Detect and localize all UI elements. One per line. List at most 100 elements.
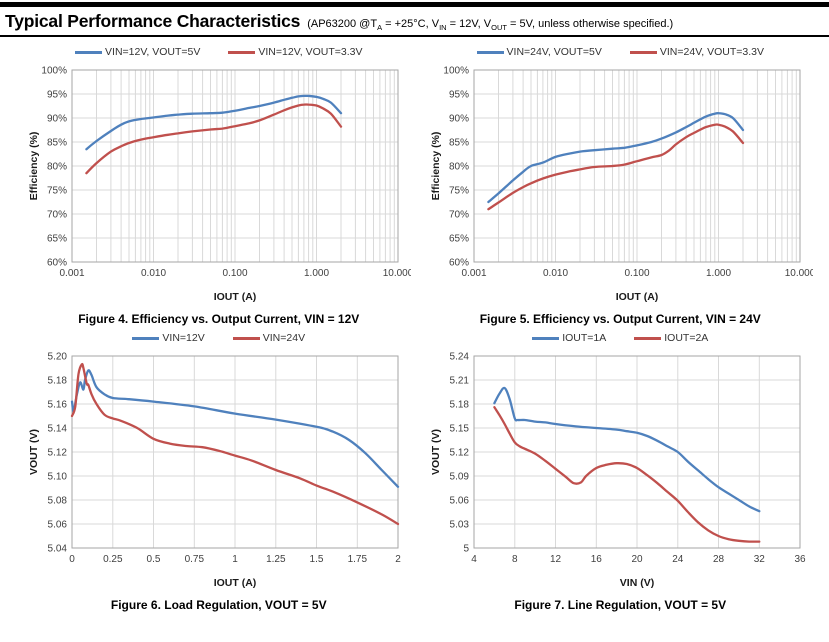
svg-text:5.06: 5.06	[48, 520, 68, 531]
figure-5: VIN=24V, VOUT=5V VIN=24V, VOUT=3.3V 60% 65…	[428, 42, 814, 326]
y-axis-title: VOUT (V)	[430, 429, 442, 475]
figure-4-legend: VIN=12V, VOUT=5V VIN=12V, VOUT=3.3V	[75, 42, 362, 62]
svg-text:5.08: 5.08	[48, 496, 68, 507]
subscript-ta: A	[377, 23, 383, 33]
figure-7: IOUT=1A IOUT=2A 5 5.03 5.06 5.09 5.12 5.15 5.18…	[428, 328, 814, 612]
legend-label: VIN=24V, VOUT=5V	[506, 46, 602, 59]
svg-text:1.25: 1.25	[266, 554, 286, 565]
svg-text:0.001: 0.001	[461, 268, 486, 279]
legend-item: VIN=24V, VOUT=5V	[476, 46, 602, 59]
svg-text:80%: 80%	[449, 162, 469, 173]
figure-5-chart: 60% 65% 70% 75% 80% 85% 90% 95% 100% 0.001 0.010 0.…	[430, 66, 813, 304]
svg-text:0.010: 0.010	[543, 268, 568, 279]
legend-label: IOUT=2A	[664, 332, 709, 345]
svg-text:100%: 100%	[42, 66, 68, 77]
subtitle-text: = +25°C, V	[382, 18, 440, 30]
svg-text:20: 20	[631, 554, 643, 565]
svg-text:0.5: 0.5	[147, 554, 161, 565]
legend-item: VIN=12V, VOUT=5V	[75, 46, 200, 58]
tick-labels: 60% 65% 70% 75% 80% 85% 90% 95% 100% 0.001 0.010 0.…	[443, 66, 813, 280]
plot-border	[71, 355, 399, 549]
gridlines	[473, 355, 801, 549]
charts-grid: VIN=12V, VOUT=5V VIN=12V, VOUT=3.3V 60% 65…	[0, 37, 829, 612]
plot-border	[473, 355, 801, 549]
svg-text:5.06: 5.06	[449, 496, 469, 507]
figure-6-legend: VIN=12V VIN=24V	[132, 328, 305, 348]
legend-line-swatch	[75, 50, 103, 54]
svg-text:0: 0	[69, 554, 75, 565]
svg-text:36: 36	[794, 554, 806, 565]
series-curve-1	[487, 123, 744, 211]
x-axis-title: IOUT (A)	[615, 291, 658, 303]
series-curve-0	[71, 369, 400, 489]
gridlines	[71, 355, 399, 549]
page-header: Typical Performance Characteristics (AP6…	[0, 2, 829, 38]
svg-text:2: 2	[395, 554, 401, 565]
legend-item: VIN=24V, VOUT=3.3V	[629, 46, 764, 58]
svg-text:85%: 85%	[449, 138, 469, 149]
svg-text:10.000: 10.000	[383, 268, 411, 279]
svg-text:28: 28	[713, 554, 725, 565]
figure-7-caption: Figure 7. Line Regulation, VOUT = 5V	[514, 598, 727, 613]
svg-text:5.18: 5.18	[449, 400, 469, 411]
legend-line-swatch	[132, 336, 160, 340]
svg-text:80%: 80%	[47, 162, 67, 173]
x-axis-title: IOUT (A)	[214, 577, 257, 589]
svg-text:8: 8	[512, 554, 518, 565]
svg-text:0.100: 0.100	[624, 268, 649, 279]
y-axis-title: Efficiency (%)	[28, 132, 40, 201]
svg-text:32: 32	[753, 554, 765, 565]
legend-line-swatch	[634, 336, 662, 340]
gridlines	[71, 69, 399, 263]
plot-border	[71, 69, 399, 263]
legend-label: VIN=12V, VOUT=3.3V	[258, 46, 363, 59]
svg-text:95%: 95%	[449, 90, 469, 101]
figure-6: VIN=12V VIN=24V 5.04 5.06 5.08 5.10 5.12 5.14 5…	[26, 328, 412, 612]
svg-text:5.20: 5.20	[48, 352, 68, 363]
figure-4: VIN=12V, VOUT=5V VIN=12V, VOUT=3.3V 60% 65…	[26, 42, 412, 326]
y-axis-title: Efficiency (%)	[430, 132, 442, 201]
svg-text:90%: 90%	[449, 114, 469, 125]
subtitle-text: (AP63200 @T	[307, 18, 378, 30]
legend-line-swatch	[532, 336, 560, 340]
svg-text:0.75: 0.75	[185, 554, 205, 565]
figure-4-chart: 60% 65% 70% 75% 80% 85% 90% 95% 100% 0.001 0.010 0.…	[28, 66, 411, 304]
legend-item: VIN=24V	[232, 332, 306, 345]
svg-text:90%: 90%	[47, 114, 67, 125]
legend-label: IOUT=1A	[562, 332, 607, 345]
svg-text:5.03: 5.03	[449, 520, 469, 531]
svg-text:5.16: 5.16	[48, 400, 68, 411]
svg-text:1.000: 1.000	[304, 268, 329, 279]
svg-text:5.12: 5.12	[48, 448, 68, 459]
tick-labels: 5.04 5.06 5.08 5.10 5.12 5.14 5.16 5.18 5.20 0 0.2…	[48, 352, 402, 566]
series-curve-1	[493, 406, 761, 543]
svg-text:0.010: 0.010	[141, 268, 166, 279]
svg-text:5.21: 5.21	[449, 376, 469, 387]
subscript-vout: OUT	[491, 23, 507, 33]
svg-text:60%: 60%	[449, 258, 469, 269]
svg-text:1.5: 1.5	[310, 554, 324, 565]
legend-item: VIN=12V	[132, 332, 205, 344]
svg-text:85%: 85%	[47, 138, 67, 149]
svg-text:75%: 75%	[449, 186, 469, 197]
legend-label: VIN=24V	[262, 332, 306, 345]
svg-text:65%: 65%	[47, 234, 67, 245]
series-curve-0	[85, 94, 343, 151]
gridlines	[473, 69, 801, 263]
svg-text:5: 5	[463, 544, 469, 555]
x-axis-title: IOUT (A)	[214, 291, 257, 303]
figure-7-legend: IOUT=1A IOUT=2A	[532, 328, 708, 348]
subtitle-text: = 12V, V	[446, 18, 492, 30]
svg-text:95%: 95%	[47, 90, 67, 101]
x-axis-title: VIN (V)	[620, 577, 654, 589]
page-subtitle: (AP63200 @TA = +25°C, VIN = 12V, VOUT = …	[307, 18, 673, 32]
series-curve-0	[493, 386, 761, 513]
header-top-rule	[0, 2, 829, 7]
series-curve-0	[487, 112, 744, 204]
legend-label: VIN=12V, VOUT=5V	[105, 46, 201, 59]
legend-line-swatch	[228, 50, 256, 54]
legend-item: IOUT=2A	[634, 332, 708, 344]
svg-text:1.75: 1.75	[348, 554, 368, 565]
legend-item: IOUT=1A	[532, 332, 606, 344]
